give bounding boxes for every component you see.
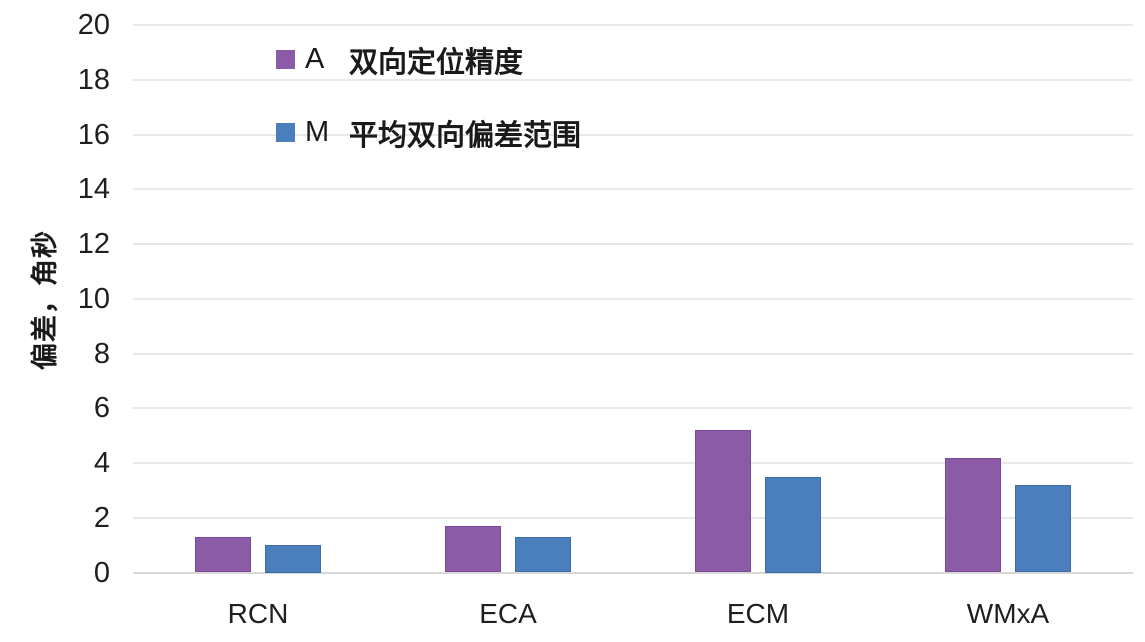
- gridline: [133, 24, 1133, 26]
- bar-a-ecm: [695, 430, 751, 573]
- gridline: [133, 243, 1133, 245]
- y-tick-label: 10: [77, 282, 110, 315]
- gridline: [133, 352, 1133, 355]
- legend-item-m: M 平均双向偏差范围: [276, 116, 581, 152]
- x-tick-label: ECM: [726, 598, 790, 629]
- gridline: [133, 462, 1133, 464]
- legend-swatch-a-icon: [276, 50, 295, 69]
- bar-a-wmxa: [945, 457, 1001, 573]
- gridline: [133, 297, 1133, 300]
- x-tick-label: WMxA: [966, 598, 1050, 629]
- y-tick-label: 14: [77, 173, 110, 206]
- x-tick-label: ECA: [479, 598, 537, 629]
- legend-label-m: 平均双向偏差范围: [349, 119, 582, 152]
- bar-m-rcn: [265, 545, 321, 573]
- bar-m-eca: [515, 536, 571, 573]
- gridline: [133, 407, 1133, 410]
- gridline: [133, 571, 1133, 574]
- y-tick-label: 16: [77, 118, 110, 151]
- legend-label-a: 双向定位精度: [349, 46, 524, 79]
- legend-key-a: A: [305, 43, 325, 75]
- bar-a-eca: [445, 525, 501, 573]
- y-tick-label: 8: [93, 337, 110, 370]
- bar-m-ecm: [765, 476, 821, 573]
- x-tick-label: RCN: [227, 598, 289, 629]
- y-tick-label: 6: [93, 392, 110, 425]
- bar-a-rcn: [195, 536, 251, 573]
- gridline: [133, 188, 1133, 191]
- legend: A 双向定位精度 M 平均双向偏差范围: [276, 43, 581, 152]
- y-tick-label: 20: [77, 9, 110, 41]
- bar-m-wmxa: [1015, 484, 1071, 573]
- legend-key-m: M: [305, 116, 330, 148]
- y-tick-label: 18: [77, 63, 110, 96]
- y-tick-label: 0: [93, 556, 110, 589]
- gridline: [133, 516, 1133, 519]
- legend-item-a: A 双向定位精度: [276, 43, 581, 79]
- y-tick-label: 12: [77, 228, 110, 260]
- legend-swatch-m-icon: [276, 123, 295, 142]
- y-tick-label: 4: [93, 447, 110, 479]
- y-tick-label: 2: [93, 501, 110, 534]
- gridline: [133, 78, 1133, 81]
- gridline: [133, 133, 1133, 136]
